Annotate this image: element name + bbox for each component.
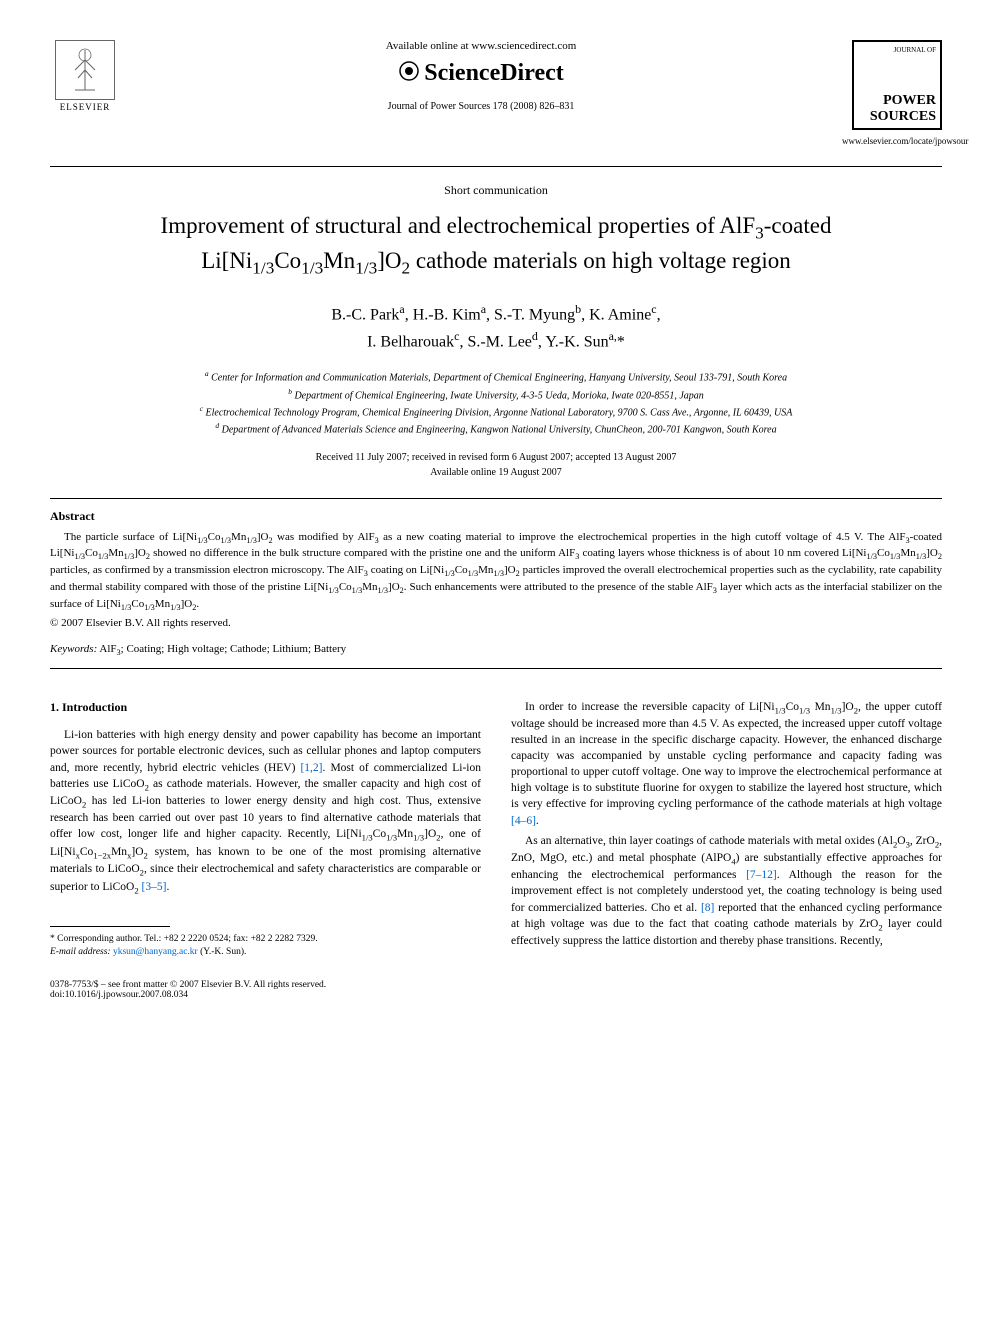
email-suffix: (Y.-K. Sun).: [198, 947, 247, 957]
affiliations-block: a Center for Information and Communicati…: [50, 368, 942, 437]
journal-name: POWER SOURCES: [858, 93, 936, 124]
dates-block: Received 11 July 2007; received in revis…: [50, 450, 942, 480]
email-label: E-mail address:: [50, 947, 111, 957]
header-center: Available online at www.sciencedirect.co…: [120, 40, 842, 112]
issn-line: 0378-7753/$ – see front matter © 2007 El…: [50, 980, 942, 990]
article-title: Improvement of structural and electroche…: [70, 210, 922, 280]
doi-line: doi:10.1016/j.jpowsour.2007.08.034: [50, 990, 942, 1000]
keywords-line: Keywords: AlF3; Coating; High voltage; C…: [50, 643, 942, 657]
journal-logo-block: JOURNAL OF POWER SOURCES www.elsevier.co…: [842, 40, 942, 146]
column-right: In order to increase the reversible capa…: [511, 699, 942, 960]
affiliation: b Department of Chemical Engineering, Iw…: [50, 386, 942, 403]
online-date: Available online 19 August 2007: [50, 465, 942, 480]
paragraph: As an alternative, thin layer coatings o…: [511, 833, 942, 949]
abstract-section: Abstract The particle surface of Li[Ni1/…: [50, 509, 942, 658]
affiliation: c Electrochemical Technology Program, Ch…: [50, 403, 942, 420]
keywords-text: AlF3; Coating; High voltage; Cathode; Li…: [97, 643, 346, 655]
journal-top-label: JOURNAL OF: [858, 46, 936, 54]
journal-cover-icon: JOURNAL OF POWER SOURCES: [852, 40, 942, 130]
copyright-text: © 2007 Elsevier B.V. All rights reserved…: [50, 617, 942, 629]
divider: [50, 668, 942, 669]
email-link[interactable]: yksun@hanyang.ac.kr: [113, 947, 198, 957]
abstract-heading: Abstract: [50, 509, 942, 524]
keywords-label: Keywords:: [50, 643, 97, 655]
article-type: Short communication: [50, 183, 942, 198]
authors-block: B.-C. Parka, H.-B. Kima, S.-T. Myungb, K…: [50, 300, 942, 355]
divider: [50, 166, 942, 167]
footer-block: 0378-7753/$ – see front matter © 2007 El…: [50, 980, 942, 1000]
sciencedirect-icon: [398, 60, 420, 89]
paragraph: In order to increase the reversible capa…: [511, 699, 942, 829]
elsevier-logo: ELSEVIER: [50, 40, 120, 120]
column-left: 1. Introduction Li-ion batteries with hi…: [50, 699, 481, 960]
section-heading: 1. Introduction: [50, 699, 481, 716]
footnote-separator: [50, 926, 170, 927]
affiliation: d Department of Advanced Materials Scien…: [50, 420, 942, 437]
elsevier-tree-icon: [55, 40, 115, 100]
body-columns: 1. Introduction Li-ion batteries with hi…: [50, 699, 942, 960]
email-line: E-mail address: yksun@hanyang.ac.kr (Y.-…: [50, 946, 481, 959]
abstract-text: The particle surface of Li[Ni1/3Co1/3Mn1…: [50, 530, 942, 614]
divider: [50, 498, 942, 499]
sciencedirect-text: ScienceDirect: [424, 60, 564, 86]
sciencedirect-brand: ScienceDirect: [120, 60, 842, 89]
paragraph: Li-ion batteries with high energy densit…: [50, 727, 481, 896]
article-header: ELSEVIER Available online at www.science…: [50, 40, 942, 146]
elsevier-label: ELSEVIER: [60, 102, 111, 112]
received-date: Received 11 July 2007; received in revis…: [50, 450, 942, 465]
journal-url: www.elsevier.com/locate/jpowsour: [842, 136, 942, 146]
corresponding-author: * Corresponding author. Tel.: +82 2 2220…: [50, 933, 481, 946]
affiliation: a Center for Information and Communicati…: [50, 368, 942, 385]
journal-reference: Journal of Power Sources 178 (2008) 826–…: [120, 101, 842, 112]
corresponding-footnote: * Corresponding author. Tel.: +82 2 2220…: [50, 933, 481, 960]
available-online-text: Available online at www.sciencedirect.co…: [120, 40, 842, 52]
